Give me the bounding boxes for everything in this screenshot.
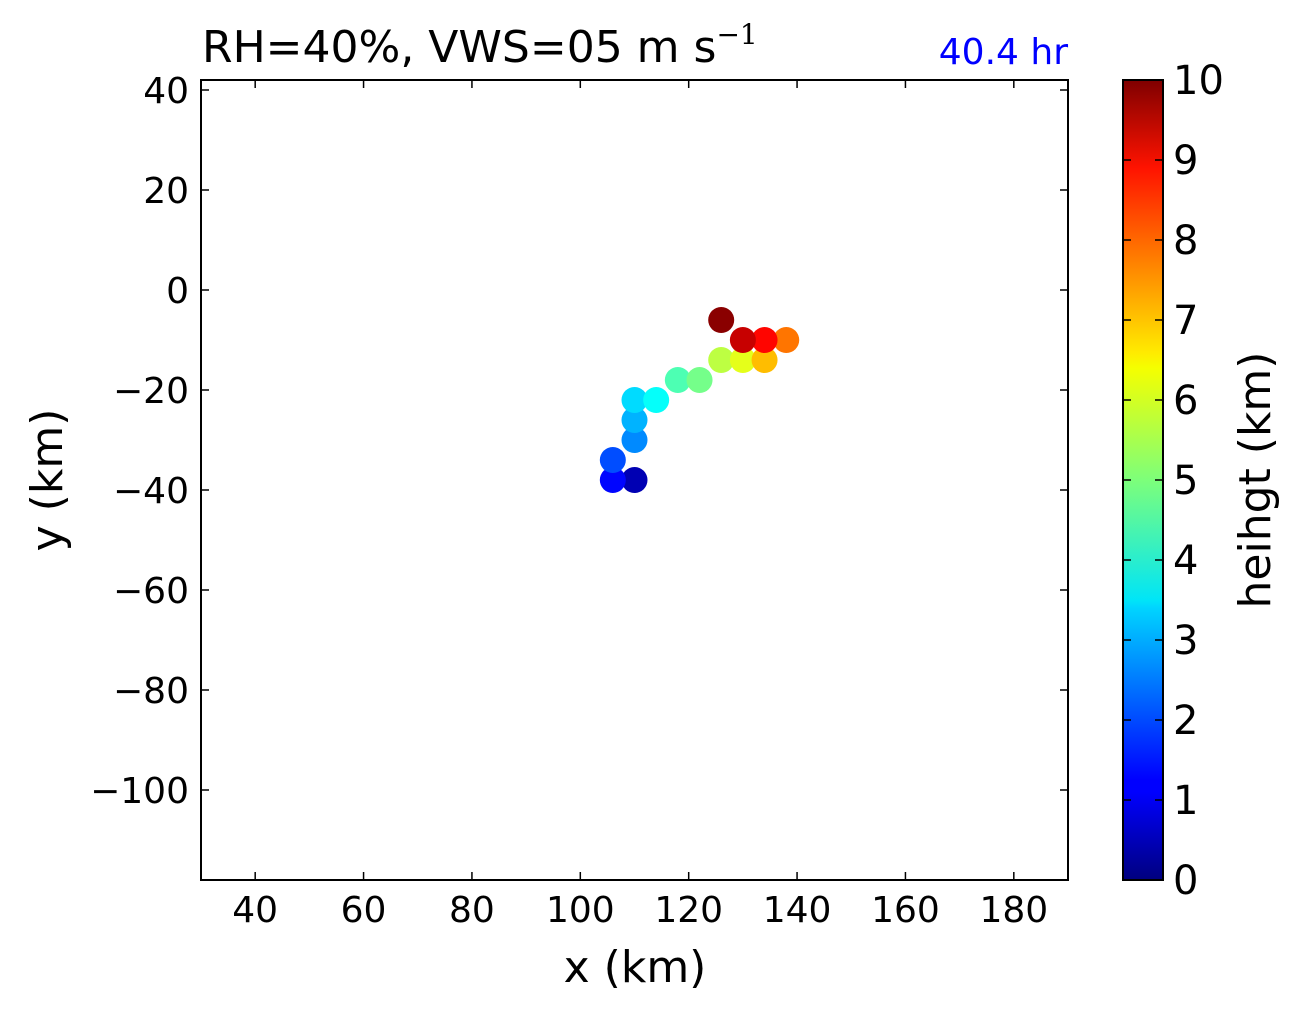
chart-title-superscript: −1 (716, 18, 757, 51)
colorbar-tick-label: 1 (1173, 778, 1198, 824)
scatter-point (621, 407, 648, 433)
chart-title: RH=40%, VWS=05 m s−1 (202, 18, 758, 73)
colorbar-tick-label: 3 (1173, 618, 1198, 664)
plot-area: 40 60 80 100 120 140 160 180 40 20 0 −20 −40 −60 −80 −… (90, 71, 1069, 931)
colorbar-tick-label: 8 (1173, 218, 1198, 264)
scatter-points (599, 307, 800, 493)
colorbar-tick-label: 6 (1173, 378, 1198, 424)
y-tick-label: 20 (143, 171, 189, 212)
scatter-point (708, 347, 735, 373)
x-tick-label: 100 (546, 890, 615, 931)
colorbar-tick-label: 2 (1173, 698, 1198, 744)
y-tick-label: −40 (113, 471, 189, 512)
plot-border (200, 79, 1069, 881)
colorbar: 0 1 2 3 4 5 6 7 8 9 10 heihgt (km) (1122, 58, 1281, 904)
y-ticks: 40 20 0 −20 −40 −60 −80 −100 (90, 71, 1068, 812)
scatter-point (599, 447, 626, 473)
scatter-point (599, 467, 626, 493)
colorbar-tick-label: 0 (1173, 858, 1198, 904)
scatter-point (686, 367, 713, 393)
scatter-point (729, 347, 756, 373)
colorbar-tick-label: 5 (1173, 458, 1198, 504)
scatter-point (621, 387, 648, 413)
x-tick-label: 160 (871, 890, 940, 931)
chart-title-main: RH=40%, VWS=05 m s (202, 22, 716, 73)
y-tick-label: 0 (166, 271, 189, 312)
y-tick-label: −20 (113, 371, 189, 412)
scatter-point (708, 307, 735, 333)
colorbar-tick-label: 9 (1173, 138, 1198, 184)
colorbar-label: heihgt (km) (1230, 352, 1281, 609)
scatter-point (751, 327, 778, 353)
x-tick-label: 180 (979, 890, 1048, 931)
x-tick-label: 40 (232, 890, 278, 931)
x-ticks: 40 60 80 100 120 140 160 180 (232, 80, 1048, 931)
colorbar-ticks: 0 1 2 3 4 5 6 7 8 9 10 (1123, 58, 1224, 904)
y-tick-label: −60 (113, 571, 189, 612)
x-tick-label: 140 (763, 890, 832, 931)
scatter-point (621, 427, 648, 453)
colorbar-tick-label: 4 (1173, 538, 1198, 584)
scatter-point (664, 367, 691, 393)
scatter-point (751, 347, 778, 373)
scatter-point (773, 327, 800, 353)
scatter-point (729, 327, 756, 353)
colorbar-tick-label: 10 (1173, 58, 1224, 104)
x-tick-label: 120 (654, 890, 723, 931)
time-label: 40.4 hr (939, 32, 1068, 73)
scatter-point (621, 467, 648, 493)
x-tick-label: 60 (341, 890, 387, 931)
y-tick-label: −100 (90, 771, 189, 812)
scatter-point (643, 387, 670, 413)
y-axis-label: y (km) (22, 409, 73, 552)
y-tick-label: −80 (113, 671, 189, 712)
x-tick-label: 80 (449, 890, 495, 931)
y-tick-label: 40 (143, 71, 189, 112)
x-axis-label: x (km) (564, 942, 707, 993)
colorbar-tick-label: 7 (1173, 298, 1198, 344)
